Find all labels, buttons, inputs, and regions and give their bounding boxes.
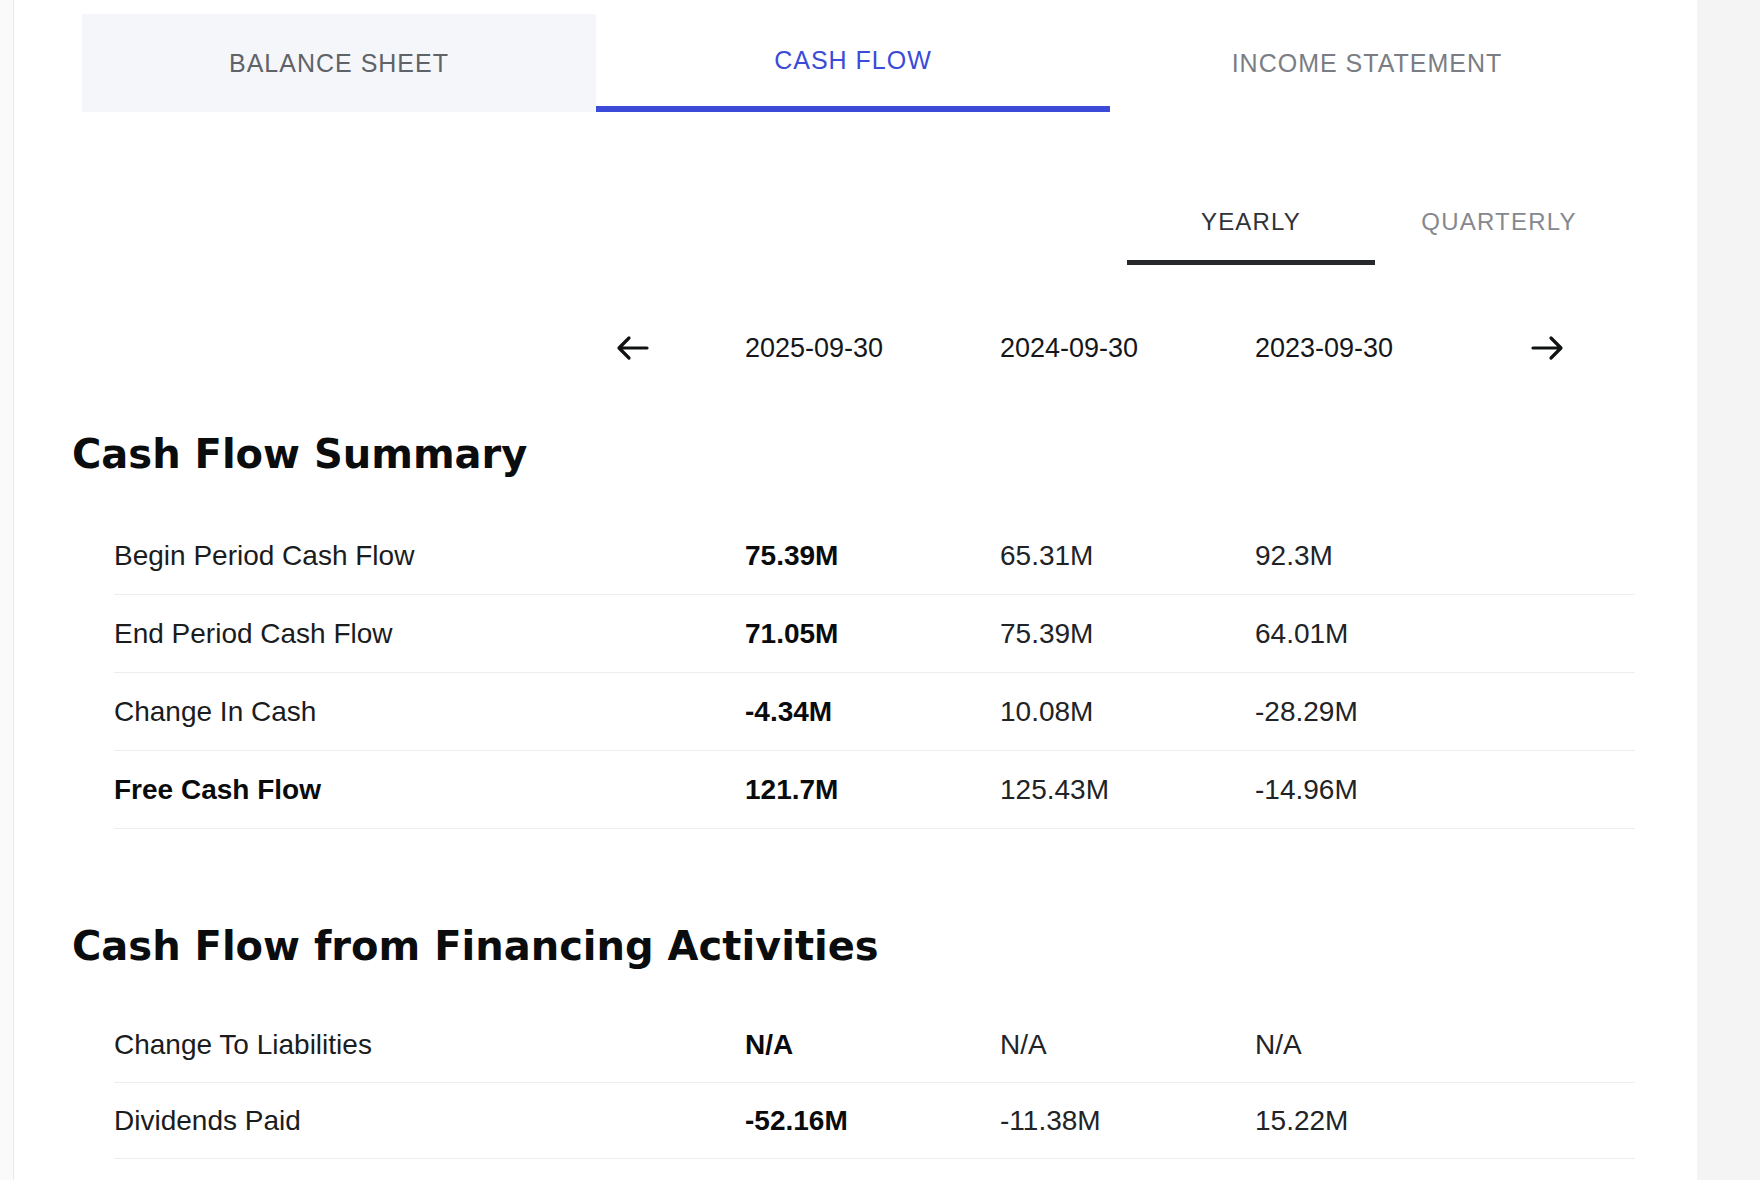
statement-tabs: BALANCE SHEET CASH FLOW INCOME STATEMENT (82, 14, 1624, 112)
row-value-3: 92.3M (1255, 540, 1635, 572)
column-date-2: 2024-09-30 (1000, 333, 1255, 364)
toggle-quarterly[interactable]: QUARTERLY (1375, 190, 1623, 265)
row-value-3: 64.01M (1255, 618, 1635, 650)
date-header-row: 2025-09-30 2024-09-30 2023-09-30 (114, 329, 1635, 367)
row-value-1: 121.7M (745, 774, 1000, 806)
row-value-1: N/A (745, 1029, 1000, 1061)
row-value-3: -14.96M (1255, 774, 1635, 806)
row-value-1: -4.34M (745, 696, 1000, 728)
row-value-2: 75.39M (1000, 618, 1255, 650)
table-row: Change In Cash -4.34M 10.08M -28.29M (114, 673, 1635, 751)
row-value-3: N/A (1255, 1029, 1635, 1061)
row-label: Change To Liabilities (114, 1029, 745, 1061)
arrow-left-icon[interactable] (615, 333, 651, 363)
table-row: End Period Cash Flow 71.05M 75.39M 64.01… (114, 595, 1635, 673)
table-row: Dividends Paid -52.16M -11.38M 15.22M (114, 1083, 1635, 1159)
page-left-gutter (0, 0, 14, 1180)
arrow-right-icon[interactable] (1529, 333, 1565, 363)
period-toggle: YEARLY QUARTERLY (1127, 190, 1623, 265)
tab-cash-flow[interactable]: CASH FLOW (596, 14, 1110, 112)
row-label: Free Cash Flow (114, 774, 745, 806)
column-date-1: 2025-09-30 (745, 333, 1000, 364)
page-right-gutter (1697, 0, 1760, 1180)
cash-flow-summary-table: Begin Period Cash Flow 75.39M 65.31M 92.… (114, 517, 1635, 829)
row-value-2: -11.38M (1000, 1105, 1255, 1137)
row-value-2: 125.43M (1000, 774, 1255, 806)
row-label: Dividends Paid (114, 1105, 745, 1137)
row-value-2: N/A (1000, 1029, 1255, 1061)
section-title-financing-activities: Cash Flow from Financing Activities (72, 921, 1697, 971)
financials-card: BALANCE SHEET CASH FLOW INCOME STATEMENT… (14, 0, 1697, 1180)
row-value-1: -52.16M (745, 1105, 1000, 1137)
row-value-1: 75.39M (745, 540, 1000, 572)
row-value-2: 65.31M (1000, 540, 1255, 572)
financing-activities-table: Change To Liabilities N/A N/A N/A Divide… (114, 1007, 1635, 1159)
row-value-1: 71.05M (745, 618, 1000, 650)
row-label: Begin Period Cash Flow (114, 540, 745, 572)
toggle-yearly[interactable]: YEARLY (1127, 190, 1375, 265)
tab-income-statement[interactable]: INCOME STATEMENT (1110, 14, 1624, 112)
row-label: Change In Cash (114, 696, 745, 728)
table-row: Begin Period Cash Flow 75.39M 65.31M 92.… (114, 517, 1635, 595)
section-title-cash-flow-summary: Cash Flow Summary (72, 429, 1697, 479)
row-value-3: -28.29M (1255, 696, 1635, 728)
row-value-3: 15.22M (1255, 1105, 1635, 1137)
row-label: End Period Cash Flow (114, 618, 745, 650)
tab-balance-sheet[interactable]: BALANCE SHEET (82, 14, 596, 112)
table-row: Free Cash Flow 121.7M 125.43M -14.96M (114, 751, 1635, 829)
table-row: Change To Liabilities N/A N/A N/A (114, 1007, 1635, 1083)
column-date-3: 2023-09-30 (1255, 333, 1393, 364)
row-value-2: 10.08M (1000, 696, 1255, 728)
